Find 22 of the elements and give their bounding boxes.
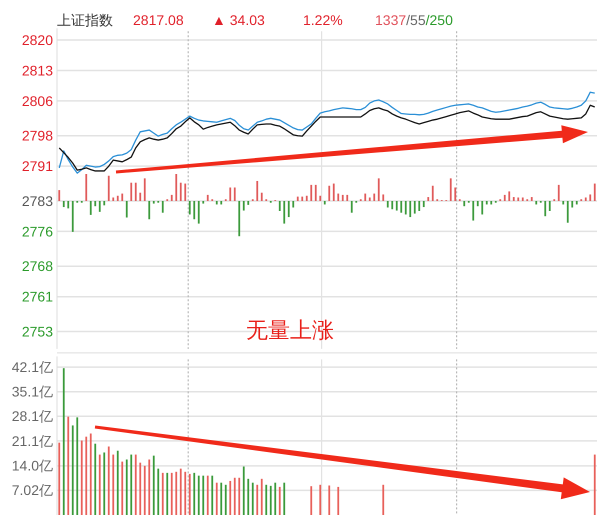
- annotation: 无量上涨: [246, 318, 334, 343]
- y-tick-label: 2768: [22, 258, 54, 274]
- text: ▲ 34.03: [212, 12, 265, 28]
- y-tick-label: 2753: [22, 323, 54, 340]
- y-tick-label: 7.02亿: [12, 482, 53, 498]
- y-tick-label: 35.1亿: [12, 384, 53, 400]
- text: 1337/55/250: [375, 12, 454, 28]
- y-tick-label: 2820: [22, 32, 54, 48]
- y-tick-label: 14.0亿: [12, 458, 53, 474]
- y-tick-label: 42.1亿: [12, 359, 53, 376]
- y-tick-label: 2798: [22, 128, 54, 144]
- y-tick-label: 28.1亿: [12, 408, 53, 424]
- y-tick-label: 2761: [22, 288, 54, 305]
- y-tick-label: 2791: [22, 158, 54, 174]
- y-tick-label: 2776: [22, 223, 54, 240]
- y-tick-label: 2806: [22, 92, 54, 109]
- y-tick-label: 2813: [22, 62, 54, 78]
- y-tick-label: 2783: [22, 192, 54, 209]
- text: 1.22%: [303, 12, 343, 28]
- chart-title: 上证指数: [57, 12, 113, 28]
- y-tick-label: 21.1亿: [12, 432, 53, 449]
- text: 2817.08: [133, 12, 184, 28]
